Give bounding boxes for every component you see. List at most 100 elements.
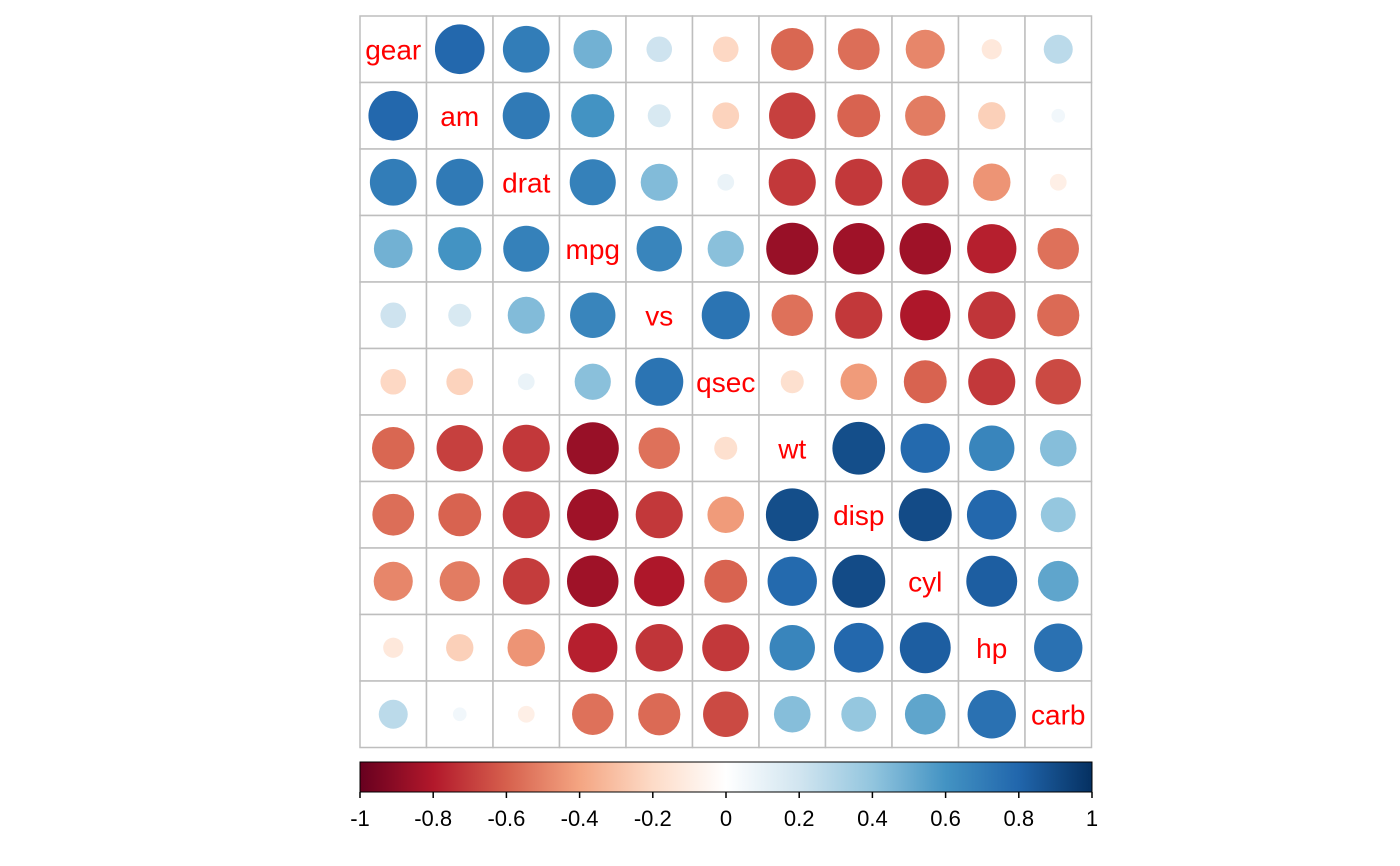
- correlation-circle: [837, 94, 881, 138]
- correlation-circle: [507, 629, 545, 667]
- correlation-circle: [712, 36, 739, 63]
- correlation-circle: [771, 294, 813, 336]
- correlation-circle: [978, 102, 1006, 130]
- correlation-circle: [714, 436, 738, 460]
- correlation-circle: [1049, 173, 1067, 191]
- correlation-circle: [981, 39, 1002, 60]
- correlation-circle: [969, 425, 1015, 471]
- correlation-circle: [502, 25, 550, 73]
- correlation-circle: [436, 158, 484, 206]
- correlation-circle: [502, 92, 550, 140]
- correlation-circle: [899, 622, 951, 674]
- correlation-circle: [439, 561, 480, 602]
- matrix-cell: [691, 214, 760, 283]
- correlation-circle: [832, 421, 886, 475]
- correlation-circle: [380, 302, 407, 329]
- correlation-circle: [973, 163, 1011, 201]
- correlation-circle: [570, 292, 616, 338]
- correlation-circle: [903, 360, 947, 404]
- correlation-circle: [452, 707, 467, 722]
- correlation-circle: [704, 559, 748, 603]
- color-legend-tick-label: -0.2: [634, 806, 672, 831]
- correlation-circle: [768, 158, 816, 206]
- correlation-circle: [507, 296, 545, 334]
- matrix-cell: [1024, 680, 1093, 749]
- correlation-circle: [1037, 228, 1079, 270]
- correlation-circle: [517, 373, 535, 391]
- color-legend-tick-label: 0: [720, 806, 732, 831]
- correlation-circle: [502, 424, 550, 472]
- correlation-circle: [436, 425, 483, 472]
- correlation-circle: [572, 693, 614, 735]
- correlation-circle: [833, 622, 884, 673]
- correlation-circle: [446, 634, 474, 662]
- variable-label-am: am: [440, 101, 479, 132]
- color-legend-tick-label: -0.4: [561, 806, 599, 831]
- correlation-circle: [841, 696, 877, 732]
- correlation-circle: [573, 29, 613, 69]
- correlation-circle: [707, 496, 745, 534]
- matrix-cell: [359, 15, 428, 84]
- correlation-circle: [372, 493, 415, 536]
- variable-label-vs: vs: [645, 300, 673, 331]
- correlation-circle: [368, 90, 419, 141]
- correlation-circle: [567, 489, 619, 541]
- correlation-circle: [703, 691, 749, 737]
- variable-label-wt: wt: [777, 433, 806, 464]
- matrix-cell: [625, 281, 694, 350]
- correlation-circle: [900, 423, 950, 473]
- correlation-circle: [448, 303, 472, 327]
- correlation-circle: [717, 173, 735, 191]
- variable-label-mpg: mpg: [566, 234, 620, 265]
- correlation-circle: [833, 223, 885, 275]
- correlation-circle: [780, 370, 804, 394]
- correlation-circle: [635, 491, 683, 539]
- correlation-circle: [769, 92, 816, 139]
- correlation-circle: [701, 291, 750, 340]
- correlation-circle: [905, 29, 945, 69]
- matrix-cell: [957, 613, 1026, 682]
- correlation-circle: [574, 363, 611, 400]
- color-legend: -1 -0.8 -0.6 -0.4 -0.2 0 0.2 0.4 0.6 0.8 1: [350, 761, 1098, 831]
- correlation-circle: [840, 363, 878, 401]
- correlation-circle: [712, 102, 740, 130]
- correlation-circle: [770, 27, 814, 71]
- correlation-circle: [1039, 429, 1077, 467]
- correlation-circle: [634, 556, 685, 607]
- correlation-circle: [646, 36, 673, 63]
- correlation-circle: [635, 624, 683, 672]
- correlation-circle: [438, 227, 482, 271]
- color-legend-ticks: -1 -0.8 -0.6 -0.4 -0.2 0 0.2 0.4 0.6 0.8 1: [350, 792, 1098, 831]
- correlation-circle: [967, 690, 1016, 739]
- variable-label-hp: hp: [976, 633, 1007, 664]
- correlation-circle: [566, 422, 619, 475]
- correlation-circle: [568, 623, 618, 673]
- correlation-circle: [638, 693, 681, 736]
- correlation-circle: [380, 368, 407, 395]
- correlation-circle: [1040, 497, 1076, 533]
- color-legend-tick-label: 0.8: [1004, 806, 1035, 831]
- correlation-circle: [446, 368, 474, 396]
- correlation-circle: [1037, 294, 1080, 337]
- correlation-circle: [966, 489, 1017, 540]
- correlation-circle: [967, 224, 1017, 274]
- correlation-circle: [569, 159, 616, 206]
- correlation-circle: [373, 229, 413, 269]
- color-legend-tick-label: -0.6: [487, 806, 525, 831]
- correlation-circle: [502, 491, 550, 539]
- correlation-circle: [369, 158, 417, 206]
- correlation-circle: [517, 705, 535, 723]
- correlation-circle: [438, 493, 482, 537]
- color-legend-tick-label: 1: [1086, 806, 1098, 831]
- correlation-circle: [767, 556, 817, 606]
- correlation-circle: [567, 555, 619, 607]
- correlation-circle: [832, 554, 886, 608]
- color-legend-tick-label: 0.6: [930, 806, 961, 831]
- correlation-circle: [1037, 560, 1079, 602]
- correlation-circle: [635, 357, 684, 406]
- correlation-circle: [503, 225, 550, 272]
- correlation-circle: [899, 223, 951, 275]
- correlation-matrix: [359, 15, 1093, 749]
- correlation-circle: [901, 158, 949, 206]
